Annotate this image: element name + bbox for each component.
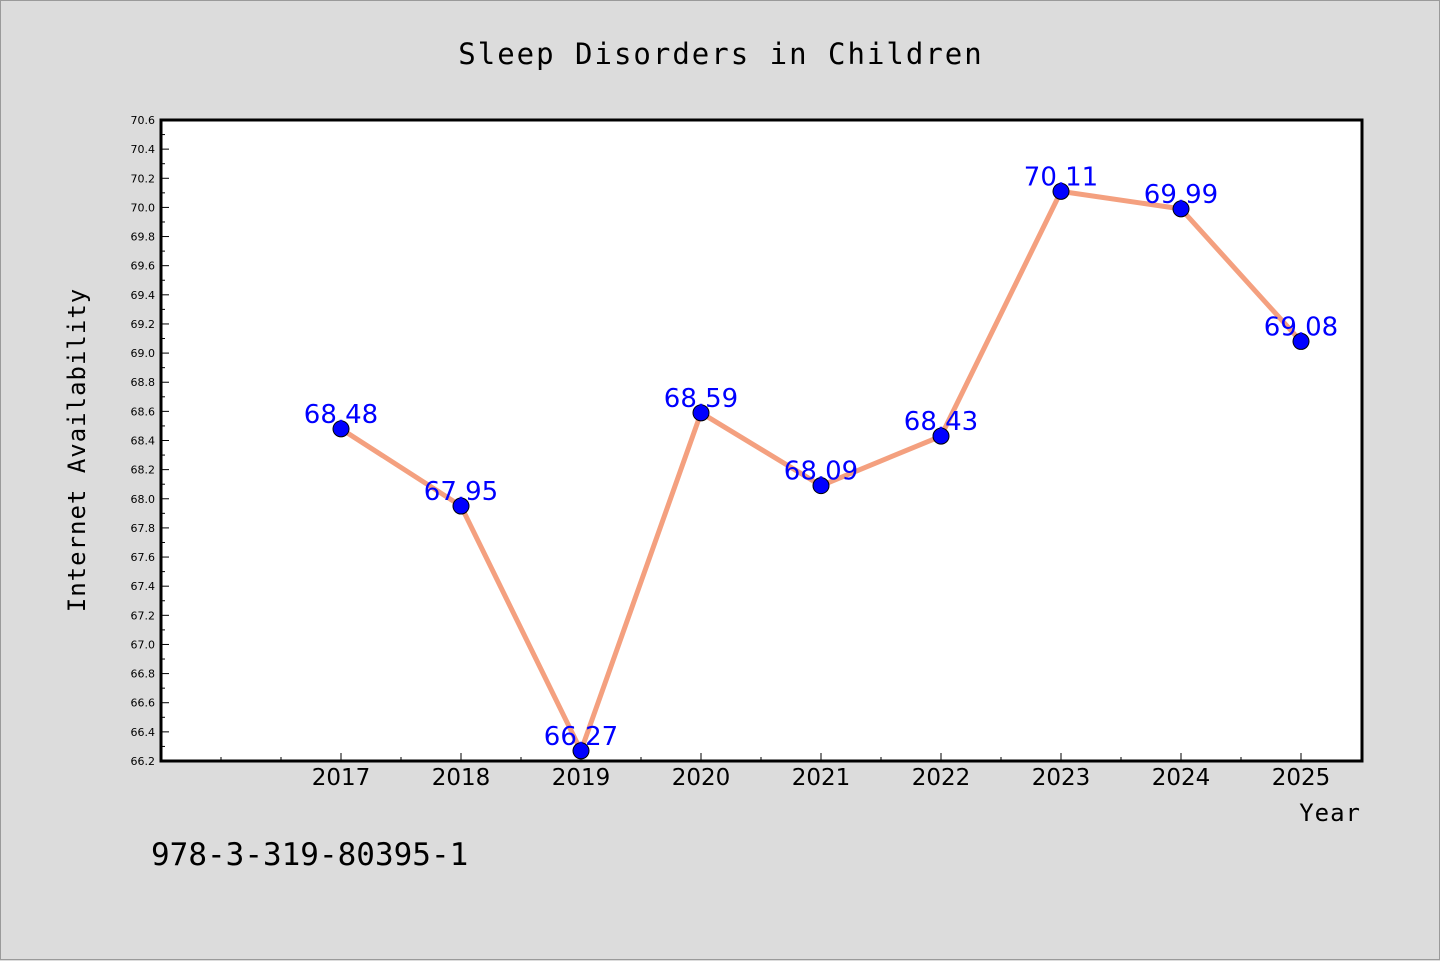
x-tick-label: 2024 <box>1152 765 1211 791</box>
y-tick-label: 70.4 <box>131 143 156 156</box>
y-tick-label: 67.0 <box>131 638 156 651</box>
data-point-marker <box>1292 332 1310 350</box>
y-tick-label: 70.0 <box>131 201 156 214</box>
x-tick-label: 2018 <box>432 765 491 791</box>
y-tick-label: 67.6 <box>131 551 156 564</box>
data-point-marker <box>1052 182 1070 200</box>
data-label: 68.48 <box>304 400 378 430</box>
data-point-marker <box>692 404 710 422</box>
y-tick-label: 68.8 <box>131 376 156 389</box>
data-label: 69.99 <box>1144 180 1218 210</box>
y-tick-label: 68.0 <box>131 493 156 506</box>
y-tick-label: 67.4 <box>131 580 156 593</box>
x-tick-label: 2021 <box>792 765 851 791</box>
x-tick-label: 2023 <box>1032 765 1091 791</box>
data-label: 70.11 <box>1024 162 1098 192</box>
y-tick-label: 69.0 <box>131 347 156 360</box>
chart-title: Sleep Disorders in Children <box>458 37 983 71</box>
y-tick-label: 70.2 <box>131 172 156 185</box>
x-tick-label: 2017 <box>312 765 371 791</box>
data-labels-group: 68.48 67.95 66.27 68.59 68.09 68.43 70.11 69.99… <box>304 162 1338 751</box>
y-tick-label: 66.4 <box>131 726 156 739</box>
data-point-marker <box>332 420 350 438</box>
y-axis-ticks: 66.2 66.4 66.6 66.8 67.0 67.2 67.4 67.6 67.8 68.0… <box>131 114 169 768</box>
y-tick-label: 67.2 <box>131 609 156 622</box>
x-tick-label: 2022 <box>912 765 971 791</box>
x-tick-label: 2025 <box>1272 765 1331 791</box>
y-tick-label: 66.8 <box>131 668 156 681</box>
y-tick-label: 66.2 <box>131 755 156 768</box>
y-tick-label: 68.4 <box>131 435 156 448</box>
data-label: 69.08 <box>1264 312 1338 342</box>
y-tick-label: 66.6 <box>131 697 156 710</box>
data-point-marker <box>812 477 830 495</box>
data-label: 67.95 <box>424 477 498 507</box>
data-label: 68.59 <box>664 384 738 414</box>
x-axis-ticks: 2017 2018 2019 2020 2021 2022 2023 2024 2025 <box>220 753 1331 791</box>
data-label: 68.09 <box>784 457 858 487</box>
y-tick-label: 69.8 <box>131 231 156 244</box>
data-point-marker <box>932 427 950 445</box>
x-tick-label: 2019 <box>552 765 611 791</box>
data-label: 66.27 <box>544 722 618 752</box>
y-tick-label: 69.6 <box>131 260 156 273</box>
y-tick-label: 70.6 <box>131 114 156 127</box>
footer-isbn-text: 978-3-319-80395-1 <box>151 837 468 873</box>
y-tick-label: 69.4 <box>131 289 156 302</box>
x-tick-label: 2020 <box>672 765 731 791</box>
y-tick-label: 69.2 <box>131 318 156 331</box>
data-point-marker <box>1172 200 1190 218</box>
data-label: 68.43 <box>904 407 978 437</box>
y-tick-label: 68.6 <box>131 405 156 418</box>
data-point-marker <box>572 742 590 760</box>
series-markers-group <box>332 182 1310 760</box>
y-axis-label: Internet Availability <box>63 288 91 612</box>
y-tick-label: 68.2 <box>131 464 156 477</box>
y-tick-label: 67.8 <box>131 522 156 535</box>
x-axis-label: Year <box>1299 799 1361 827</box>
data-point-marker <box>452 497 470 515</box>
